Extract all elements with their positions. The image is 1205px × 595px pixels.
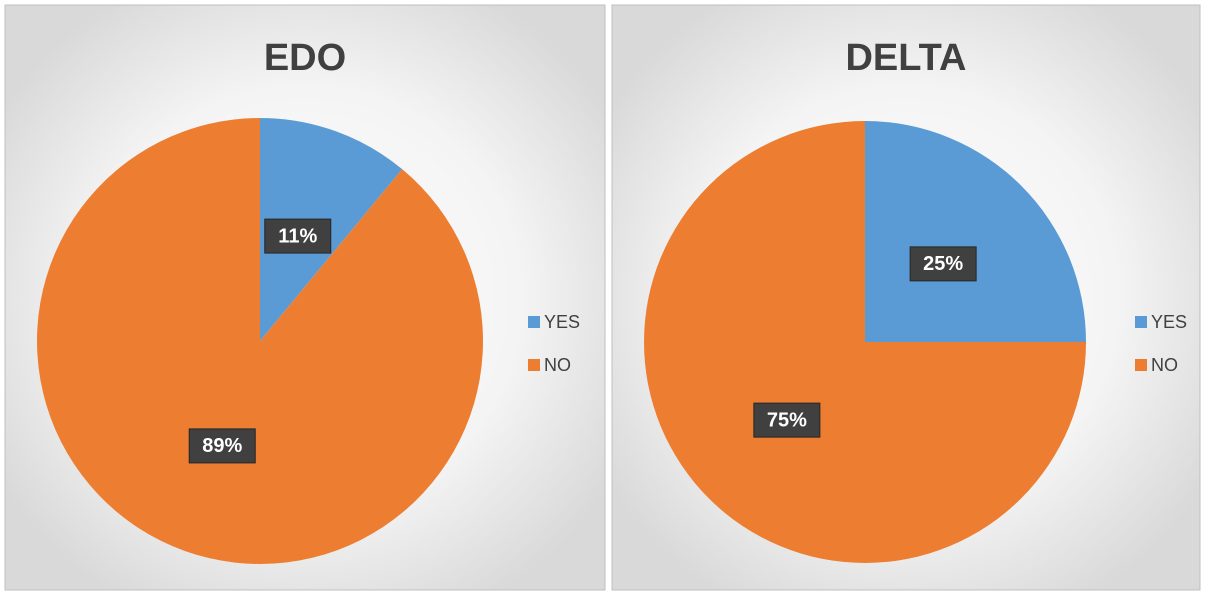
chart-title: EDO (264, 37, 346, 79)
legend-label: NO (1151, 355, 1178, 375)
data-label: 25% (923, 253, 963, 275)
data-label-box (753, 402, 821, 438)
legend-swatch (1135, 359, 1147, 371)
legend-label: NO (544, 355, 571, 375)
legend-label: YES (544, 312, 580, 332)
data-label-box (264, 218, 332, 254)
legend-label: YES (1151, 312, 1187, 332)
pie-slice (865, 121, 1086, 342)
chart-title: DELTA (845, 37, 966, 79)
chart-panel: DELTA 25% 75% YES NO (611, 4, 1201, 591)
data-label: 11% (278, 225, 317, 247)
legend-swatch (528, 359, 540, 371)
data-label: 75% (767, 409, 807, 431)
data-label-box (188, 428, 256, 464)
pie-slice (36, 118, 484, 564)
data-label-box (909, 246, 977, 282)
pie-slice (644, 121, 1086, 563)
data-label: 89% (202, 435, 242, 457)
legend-swatch (528, 316, 540, 328)
chart-panel: EDO 11% 89% YES NO (4, 4, 606, 591)
legend-swatch (1135, 316, 1147, 328)
